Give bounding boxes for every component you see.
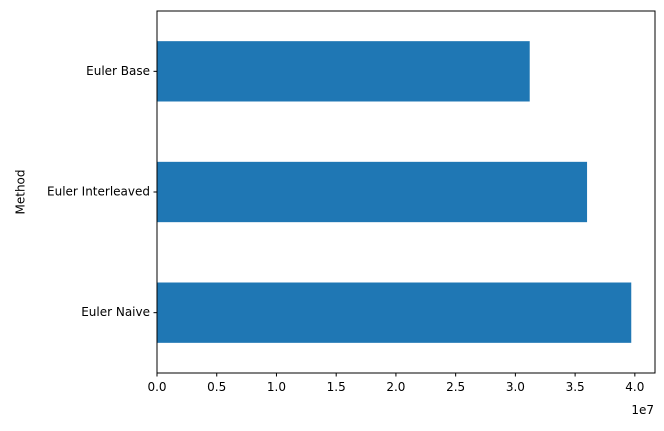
- x-axis-offset-text: 1e7: [631, 403, 654, 417]
- x-tick-label: 3.0: [506, 380, 525, 394]
- x-tick-label: 1.0: [267, 380, 286, 394]
- y-axis-ticks: Euler Base Euler Interleaved Euler Naive: [47, 64, 157, 319]
- x-axis-ticks: 0.0 0.5 1.0 1.5 2.0 2.5 3.0 3.5 4.0: [147, 373, 644, 394]
- bar-euler-base: [157, 41, 530, 102]
- bar-euler-interleaved: [157, 161, 588, 223]
- x-tick-label: 0.5: [207, 380, 226, 394]
- x-tick-label: 2.5: [446, 380, 465, 394]
- bars-layer: [157, 41, 632, 343]
- y-tick-label: Euler Interleaved: [47, 185, 150, 199]
- x-tick-label: 2.0: [386, 380, 405, 394]
- plot-frame: [156, 10, 656, 374]
- y-tick-label: Euler Base: [86, 64, 150, 78]
- x-tick-label: 1.5: [327, 380, 346, 394]
- y-tick-label: Euler Naive: [81, 305, 150, 319]
- y-axis-label: Method: [14, 169, 28, 214]
- bar-euler-naive: [157, 282, 632, 343]
- x-tick-label: 4.0: [625, 380, 644, 394]
- x-tick-label: 0.0: [147, 380, 166, 394]
- x-tick-label: 3.5: [566, 380, 585, 394]
